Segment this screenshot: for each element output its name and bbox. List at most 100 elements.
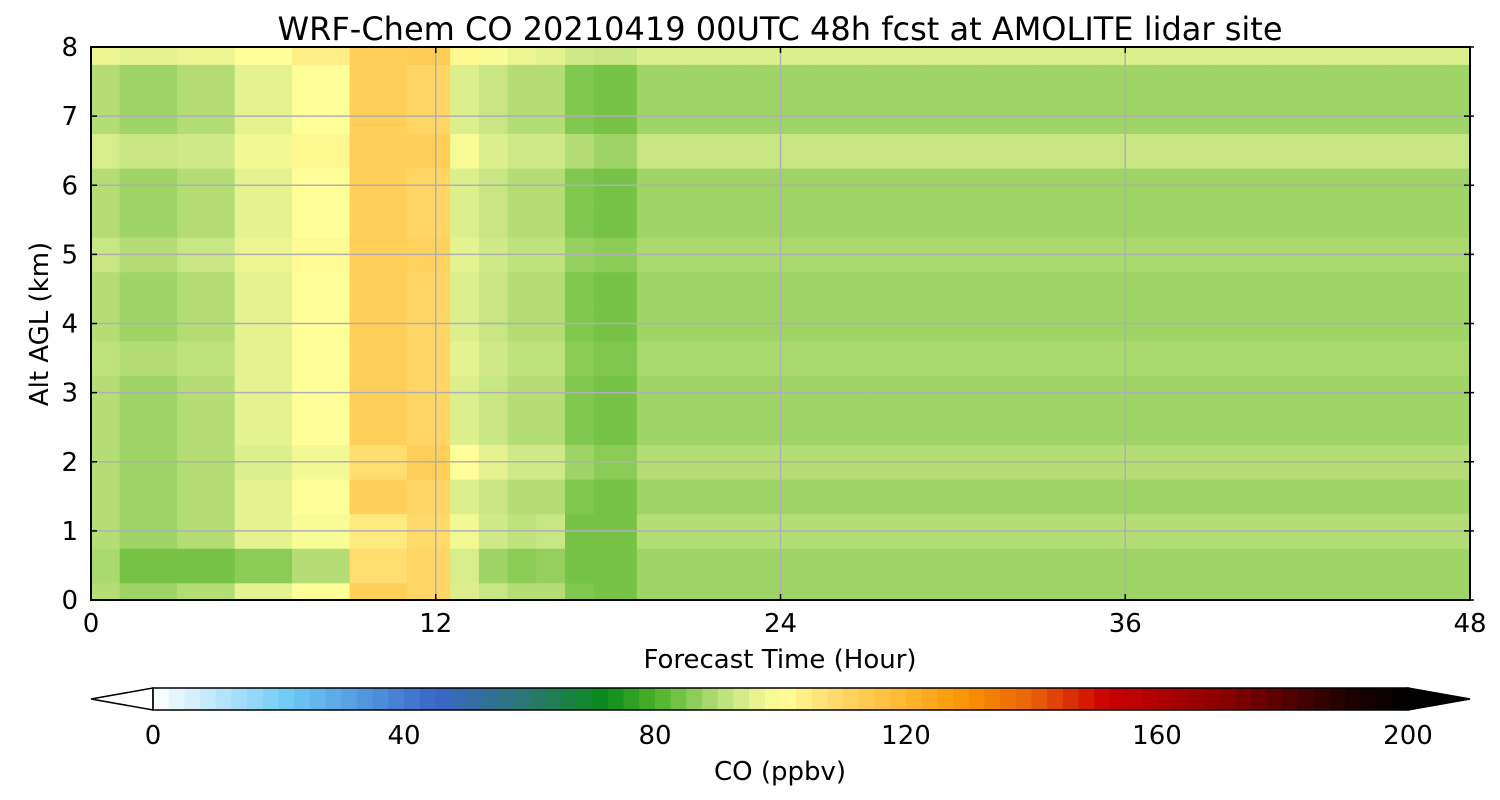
heat-cell: [507, 202, 537, 238]
colorbar-segment: [466, 688, 483, 710]
heat-cell: [1441, 479, 1470, 515]
colorbar-segment: [372, 688, 389, 710]
colorbar-segment: [1219, 688, 1236, 710]
heat-cell: [565, 202, 595, 238]
colorbar-segment: [341, 688, 358, 710]
heat-cell: [536, 133, 566, 169]
heat-cell: [119, 64, 178, 100]
colorbar-segment: [1094, 688, 1111, 710]
heat-cell: [234, 548, 293, 584]
heat-cell: [507, 479, 537, 515]
heat-cell: [1441, 271, 1470, 307]
colorbar-segment: [1172, 688, 1189, 710]
heat-cell: [866, 409, 925, 446]
heat-cell: [1268, 582, 1327, 600]
heat-cell: [349, 133, 408, 169]
heat-cell: [708, 479, 739, 515]
heat-cell: [234, 409, 293, 446]
heat-cell: [565, 548, 595, 584]
heat-cell: [292, 409, 351, 446]
heat-cell: [407, 548, 451, 584]
heat-cell: [679, 47, 710, 65]
heat-cell: [981, 202, 1040, 238]
heat-cell: [478, 340, 509, 376]
heat-cell: [91, 548, 121, 584]
colorbar-segment: [937, 688, 954, 710]
heat-cell: [1153, 271, 1213, 307]
colorbar-segment: [811, 688, 829, 710]
heat-cell: [866, 548, 925, 584]
heat-cell: [593, 409, 638, 446]
heat-cell: [679, 582, 710, 600]
heat-cell: [407, 202, 451, 238]
heat-cell: [507, 271, 537, 307]
heat-cell: [1268, 409, 1327, 446]
colorbar-segment: [356, 688, 374, 710]
heat-cell: [536, 582, 566, 600]
x-tick-label: 0: [83, 609, 100, 639]
heat-cell: [91, 202, 121, 238]
heat-cell: [91, 271, 121, 307]
heat-cell: [349, 582, 408, 600]
heat-cell: [1383, 409, 1442, 446]
heat-cell: [119, 133, 178, 169]
heat-cell: [507, 47, 537, 65]
heat-cell: [1153, 409, 1213, 446]
heat-cell: [1383, 548, 1442, 584]
heat-cell: [1441, 133, 1470, 169]
heat-cell: [119, 271, 178, 307]
heat-cell: [1211, 133, 1270, 169]
colorbar-segment: [984, 688, 1001, 710]
colorbar-segment: [1188, 688, 1205, 710]
heat-cell: [177, 202, 236, 238]
heat-cell: [177, 479, 236, 515]
heat-cell: [636, 202, 681, 238]
heat-cell: [507, 133, 537, 169]
heat-cell: [1268, 133, 1327, 169]
colorbar-segment: [1298, 688, 1315, 710]
colorbar-segment: [513, 688, 530, 710]
heat-cell: [1211, 582, 1270, 600]
y-axis-label: Alt AGL (km): [25, 242, 55, 406]
heat-cell: [1039, 271, 1098, 307]
heat-cell: [809, 582, 868, 600]
colorbar-segment: [1125, 688, 1142, 710]
colorbar-segment: [780, 688, 797, 710]
colorbar-segment: [796, 688, 813, 710]
y-axis-ticks: 0 1 2 3 4 5 6 7 8: [61, 33, 1474, 616]
colorbar-segment: [906, 688, 923, 710]
heat-cell: [292, 548, 351, 584]
x-axis-ticks: 0 12 24 36 48: [83, 47, 1487, 639]
colorbar-segment: [921, 688, 938, 710]
heat-cell: [407, 479, 451, 515]
heat-cell: [981, 548, 1040, 584]
colorbar-segment: [764, 688, 781, 710]
heat-cell: [766, 271, 810, 307]
colorbar-segment: [1360, 688, 1378, 710]
heat-cell: [636, 340, 681, 376]
heat-cell: [809, 340, 868, 376]
heat-cell: [234, 202, 293, 238]
heat-cell: [593, 271, 638, 307]
heat-cell: [766, 133, 810, 169]
heat-cell: [292, 582, 351, 600]
heat-cell: [565, 340, 595, 376]
colorbar-segment: [1000, 688, 1017, 710]
colorbar-ticks: 0 40 80 120 160 200: [145, 721, 1433, 751]
colorbar-segment: [655, 688, 672, 710]
heat-cell: [91, 479, 121, 515]
heat-cell: [636, 582, 681, 600]
heat-cell: [737, 409, 767, 446]
heat-cell: [924, 202, 983, 238]
colorbar-segment: [215, 688, 232, 710]
colorbar-segment: [419, 688, 436, 710]
y-tick-label: 2: [61, 448, 78, 478]
colorbar-segment: [1313, 688, 1331, 710]
heat-cell: [119, 479, 178, 515]
heat-cell: [292, 202, 351, 238]
heat-cell: [1441, 409, 1470, 446]
heat-cell: [1326, 271, 1385, 307]
heat-cell: [1326, 64, 1385, 100]
colorbar-segment: [168, 688, 185, 710]
x-axis-label: Forecast Time (Hour): [643, 645, 916, 675]
